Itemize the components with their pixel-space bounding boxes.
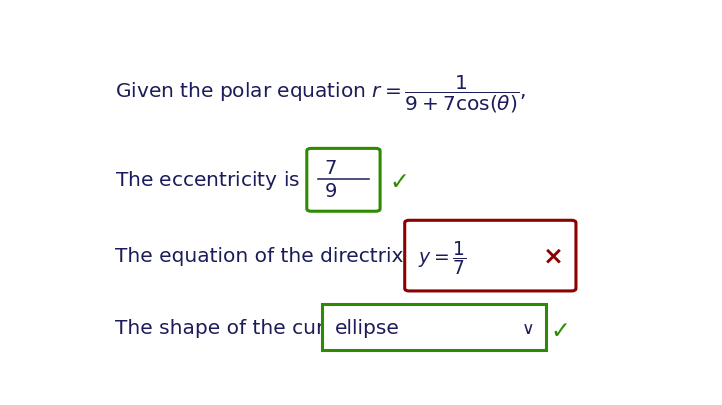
Text: $7$: $7$: [323, 158, 336, 177]
Text: The shape of the curve is:: The shape of the curve is:: [116, 318, 378, 337]
FancyBboxPatch shape: [405, 221, 576, 291]
Text: $9$: $9$: [323, 182, 336, 201]
Text: $\checkmark$: $\checkmark$: [550, 316, 568, 340]
FancyBboxPatch shape: [307, 149, 380, 212]
Text: Given the polar equation $r = \dfrac{1}{9 + 7\cos(\theta)}$,: Given the polar equation $r = \dfrac{1}{…: [116, 73, 526, 115]
Text: The eccentricity is $e = $: The eccentricity is $e = $: [116, 168, 339, 191]
Text: $y = \dfrac{1}{7}$: $y = \dfrac{1}{7}$: [417, 239, 466, 277]
Text: $\checkmark$: $\checkmark$: [389, 168, 407, 192]
Text: ∨: ∨: [521, 319, 534, 337]
Text: The equation of the directrix is:: The equation of the directrix is:: [116, 247, 433, 265]
Text: ellipse: ellipse: [335, 318, 400, 337]
Text: $\mathbf{\times}$: $\mathbf{\times}$: [542, 244, 562, 268]
FancyBboxPatch shape: [323, 304, 547, 350]
